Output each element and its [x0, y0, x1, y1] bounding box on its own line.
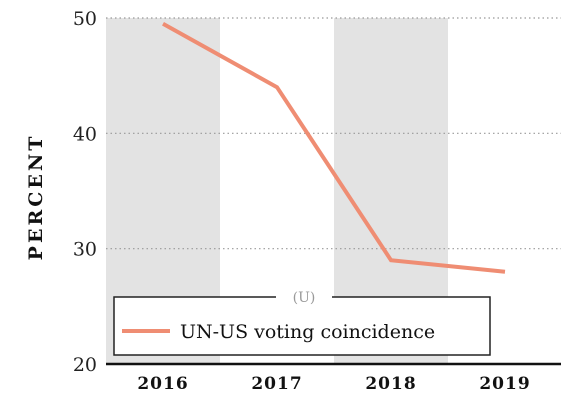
- legend: (U) UN-US voting coincidence: [113, 288, 491, 356]
- series-line-0: [162, 22, 506, 274]
- x-tick-label-2017: 2017: [251, 374, 302, 394]
- x-tick-label-2019: 2019: [479, 374, 530, 394]
- y-tick-label-40: 40: [73, 123, 97, 145]
- y-axis-label: PERCENT: [25, 134, 47, 261]
- x-tick-label-2018: 2018: [365, 374, 416, 394]
- y-tick-labels: 20 30 40 50: [73, 8, 97, 376]
- legend-box: [113, 296, 491, 356]
- y-tick-label-50: 50: [73, 8, 97, 30]
- legend-note-backdrop: [276, 288, 332, 306]
- legend-note: (U): [293, 290, 316, 306]
- x-tick-label-2016: 2016: [137, 374, 188, 394]
- x-tick-labels: 2016 2017 2018 2019: [137, 374, 530, 394]
- y-tick-label-20: 20: [73, 354, 97, 376]
- y-tick-label-30: 30: [73, 239, 97, 261]
- series-lines: [162, 22, 506, 274]
- legend-label-0: UN-US voting coincidence: [180, 321, 435, 343]
